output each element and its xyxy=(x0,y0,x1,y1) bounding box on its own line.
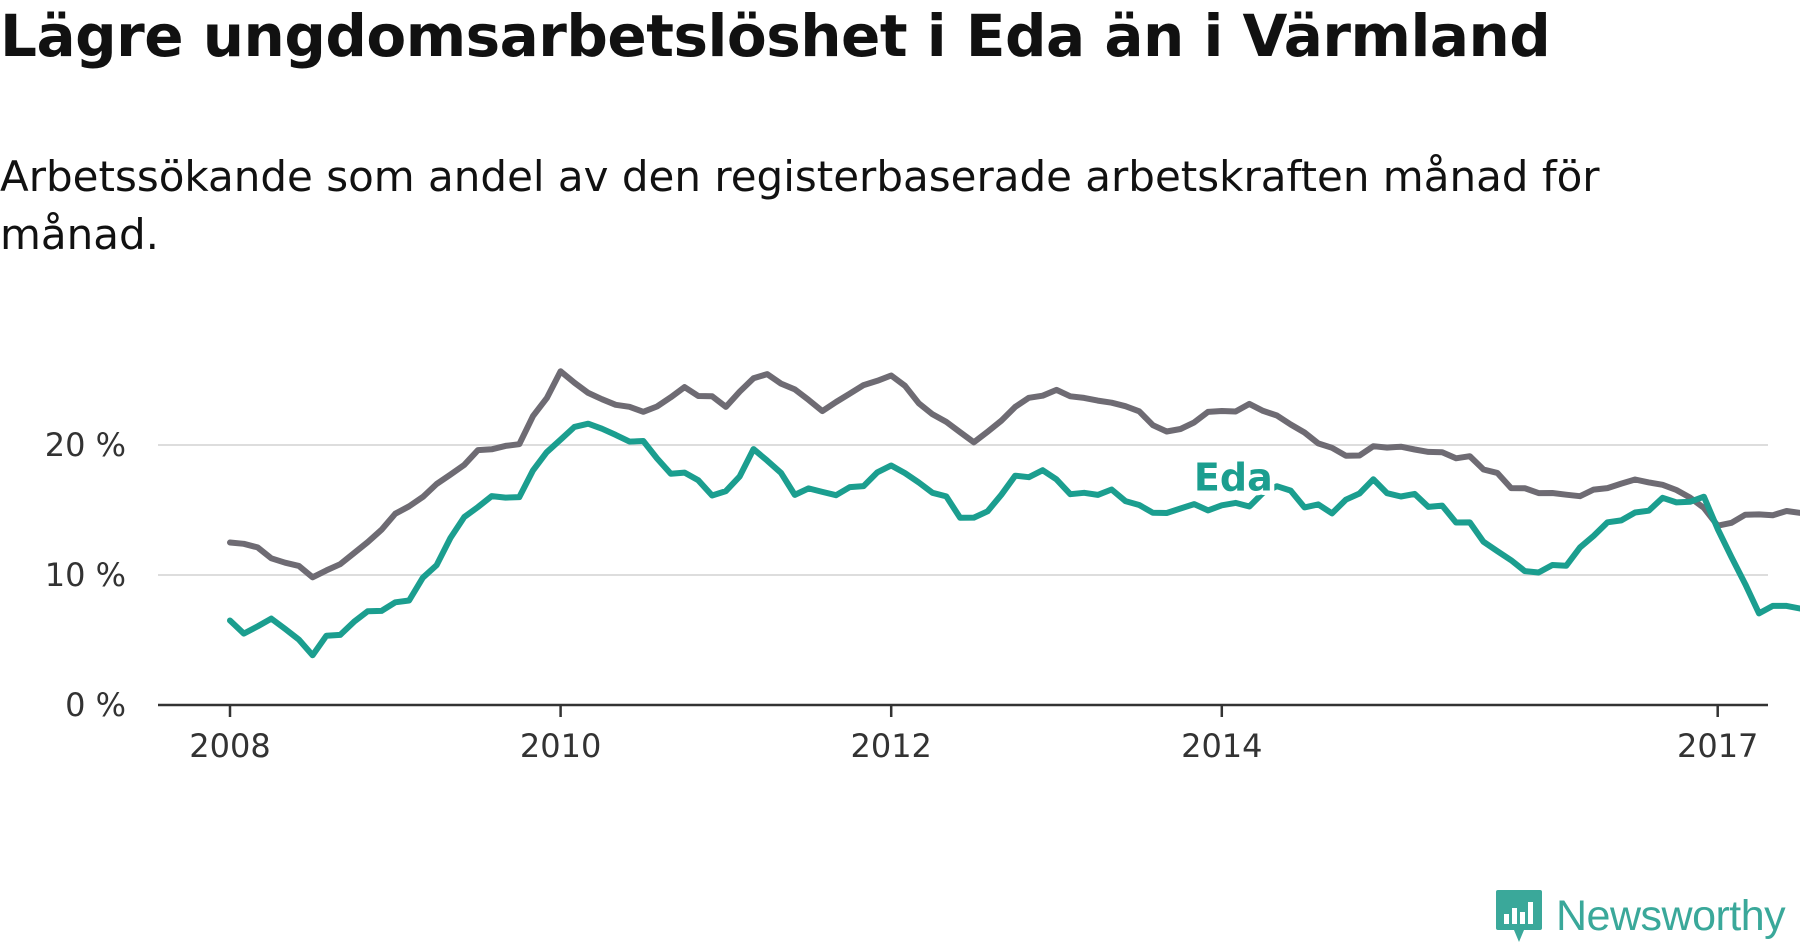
series-line-vrmland xyxy=(227,368,1800,581)
x-tick-label: 2008 xyxy=(189,727,270,765)
axes: 0 %10 %20 %20082010201220142017201920212… xyxy=(45,426,1768,765)
chart-title: Lägre ungdomsarbetslöshet i Eda än i Vär… xyxy=(0,2,1551,70)
series-lines xyxy=(227,368,1800,659)
series-name-label: Eda xyxy=(1194,456,1273,500)
x-tick-label: 2017 xyxy=(1677,727,1758,765)
y-tick-label: 0 % xyxy=(65,686,126,724)
brand-name: Newsworthy xyxy=(1556,891,1786,940)
newsworthy-logo[interactable]: Newsworthy xyxy=(1494,888,1786,944)
x-tick-label: 2010 xyxy=(520,727,601,765)
newsworthy-logo-icon xyxy=(1496,890,1542,942)
chart-labels: 8,9 %6,1 %VärmlandEda xyxy=(1189,451,1277,504)
x-tick-label: 2012 xyxy=(850,727,931,765)
x-tick-label: 2014 xyxy=(1181,727,1262,765)
y-tick-label: 20 % xyxy=(45,426,126,464)
series-line-eda xyxy=(227,420,1800,659)
chart-subtitle: Arbetssökande som andel av den registerb… xyxy=(0,152,1600,259)
y-tick-label: 10 % xyxy=(45,556,126,594)
